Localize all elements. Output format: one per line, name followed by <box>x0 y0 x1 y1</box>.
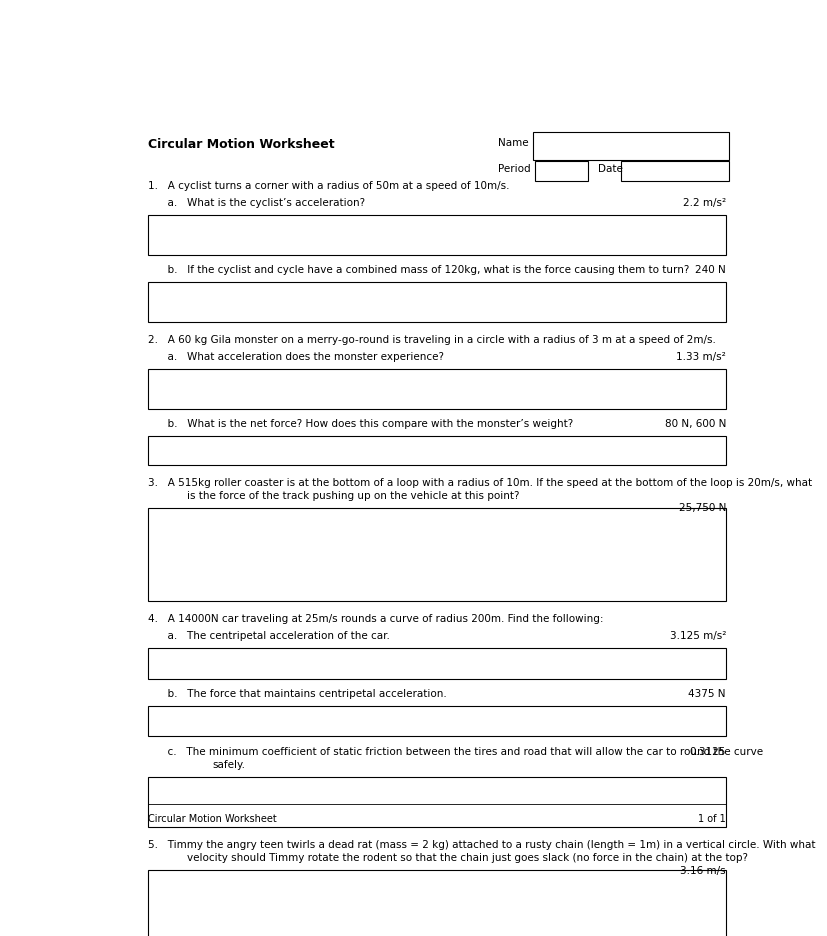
Text: 4.   A 14000N car traveling at 25m/s rounds a curve of radius 200m. Find the fol: 4. A 14000N car traveling at 25m/s round… <box>148 613 603 623</box>
Text: a.   What acceleration does the monster experience?: a. What acceleration does the monster ex… <box>148 352 444 361</box>
Text: 3.125 m/s²: 3.125 m/s² <box>669 631 725 640</box>
Text: c.   The minimum coefficient of static friction between the tires and road that : c. The minimum coefficient of static fri… <box>148 746 762 756</box>
Text: Date: Date <box>597 164 622 173</box>
Text: velocity should Timmy rotate the rodent so that the chain just goes slack (no fo: velocity should Timmy rotate the rodent … <box>187 852 747 862</box>
Bar <box>148 216 725 256</box>
Text: 2.   A 60 kg Gila monster on a merry-go-round is traveling in a circle with a ra: 2. A 60 kg Gila monster on a merry-go-ro… <box>148 334 715 344</box>
Text: 3.   A 515kg roller coaster is at the bottom of a loop with a radius of 10m. If : 3. A 515kg roller coaster is at the bott… <box>148 477 811 487</box>
Bar <box>148 508 725 602</box>
Text: Circular Motion Worksheet: Circular Motion Worksheet <box>148 812 277 823</box>
Text: 1 of 1: 1 of 1 <box>697 812 725 823</box>
Text: b.   What is the net force? How does this compare with the monster’s weight?: b. What is the net force? How does this … <box>148 418 573 429</box>
Text: 0.3125: 0.3125 <box>689 746 725 756</box>
Bar <box>148 649 725 679</box>
Bar <box>148 777 725 827</box>
Bar <box>620 161 729 182</box>
Text: 1.33 m/s²: 1.33 m/s² <box>676 352 725 361</box>
Bar <box>148 706 725 737</box>
Bar <box>148 283 725 323</box>
Text: is the force of the track pushing up on the vehicle at this point?: is the force of the track pushing up on … <box>187 490 519 500</box>
Text: 1.   A cyclist turns a corner with a radius of 50m at a speed of 10m/s.: 1. A cyclist turns a corner with a radiu… <box>148 181 509 191</box>
Text: a.   The centripetal acceleration of the car.: a. The centripetal acceleration of the c… <box>148 631 390 640</box>
Text: 80 N, 600 N: 80 N, 600 N <box>664 418 725 429</box>
Bar <box>533 133 729 161</box>
Text: 2.2 m/s²: 2.2 m/s² <box>682 198 725 208</box>
Text: 240 N: 240 N <box>695 265 725 275</box>
Bar <box>148 436 725 465</box>
Bar <box>535 161 587 182</box>
Text: 25,750 N: 25,750 N <box>678 503 725 513</box>
Text: 3.16 m/s: 3.16 m/s <box>680 865 725 875</box>
Text: safely.: safely. <box>213 759 246 768</box>
Bar <box>148 870 725 936</box>
Text: Period: Period <box>498 164 530 173</box>
Text: Name: Name <box>498 138 528 148</box>
Text: Circular Motion Worksheet: Circular Motion Worksheet <box>148 138 335 151</box>
Text: 5.   Timmy the angry teen twirls a dead rat (mass = 2 kg) attached to a rusty ch: 5. Timmy the angry teen twirls a dead ra… <box>148 839 815 849</box>
Text: b.   The force that maintains centripetal acceleration.: b. The force that maintains centripetal … <box>148 688 447 698</box>
Text: b.   If the cyclist and cycle have a combined mass of 120kg, what is the force c: b. If the cyclist and cycle have a combi… <box>148 265 689 275</box>
Text: 4375 N: 4375 N <box>687 688 725 698</box>
Text: a.   What is the cyclist’s acceleration?: a. What is the cyclist’s acceleration? <box>148 198 365 208</box>
Bar <box>148 370 725 409</box>
